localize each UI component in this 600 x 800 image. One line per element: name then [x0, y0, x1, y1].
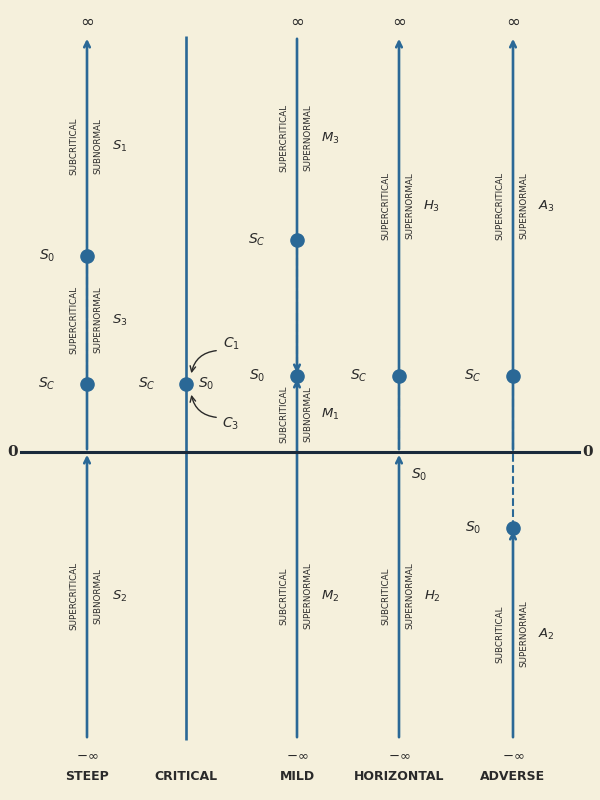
Text: $S_2$: $S_2$: [112, 589, 128, 603]
Text: SUBNORMAL: SUBNORMAL: [93, 568, 102, 624]
Text: $A_2$: $A_2$: [538, 626, 554, 642]
Text: SUBCRITICAL: SUBCRITICAL: [280, 386, 289, 442]
Text: SUPERCRITICAL: SUPERCRITICAL: [496, 172, 504, 240]
Text: $C_3$: $C_3$: [223, 416, 239, 432]
Text: SUPERNORMAL: SUPERNORMAL: [93, 286, 102, 354]
Point: [181, 378, 191, 390]
Text: $S_3$: $S_3$: [112, 313, 128, 327]
Point: [292, 234, 302, 246]
Text: SUBCRITICAL: SUBCRITICAL: [280, 567, 289, 625]
Text: HORIZONTAL: HORIZONTAL: [354, 770, 444, 782]
Text: SUPERCRITICAL: SUPERCRITICAL: [70, 286, 78, 354]
Text: CRITICAL: CRITICAL: [154, 770, 218, 782]
Text: SUBCRITICAL: SUBCRITICAL: [382, 567, 391, 625]
Text: SUPERCRITICAL: SUPERCRITICAL: [382, 172, 391, 240]
Text: SUPERNORMAL: SUPERNORMAL: [304, 105, 313, 171]
Text: $H_2$: $H_2$: [424, 589, 440, 603]
Text: SUPERNORMAL: SUPERNORMAL: [519, 173, 528, 239]
Text: SUPERCRITICAL: SUPERCRITICAL: [70, 562, 78, 630]
Point: [82, 250, 92, 262]
Text: ADVERSE: ADVERSE: [481, 770, 545, 782]
Text: $S_C$: $S_C$: [248, 232, 266, 248]
Text: $A_3$: $A_3$: [538, 198, 554, 214]
Point: [394, 370, 404, 382]
Text: $S_C$: $S_C$: [139, 376, 156, 392]
Text: $-\infty$: $-\infty$: [76, 750, 98, 762]
Text: SUBNORMAL: SUBNORMAL: [304, 386, 313, 442]
Text: $S_0$: $S_0$: [40, 248, 56, 264]
Text: $S_C$: $S_C$: [38, 376, 56, 392]
Text: $-\infty$: $-\infty$: [286, 750, 308, 762]
Text: $S_C$: $S_C$: [350, 368, 368, 384]
Text: $S_0$: $S_0$: [411, 466, 427, 482]
Text: SUBCRITICAL: SUBCRITICAL: [70, 118, 78, 174]
Text: 0: 0: [7, 445, 18, 459]
Text: 0: 0: [582, 445, 593, 459]
Text: MILD: MILD: [280, 770, 314, 782]
Text: $\infty$: $\infty$: [506, 14, 520, 30]
Point: [292, 370, 302, 382]
Text: $M_3$: $M_3$: [321, 130, 339, 146]
Text: $\infty$: $\infty$: [290, 14, 304, 30]
Text: STEEP: STEEP: [65, 770, 109, 782]
Text: $S_1$: $S_1$: [112, 138, 128, 154]
Point: [82, 378, 92, 390]
Text: $-\infty$: $-\infty$: [502, 750, 524, 762]
Text: SUPERCRITICAL: SUPERCRITICAL: [280, 104, 289, 172]
Text: SUPERNORMAL: SUPERNORMAL: [519, 601, 528, 667]
Text: $M_2$: $M_2$: [321, 589, 339, 603]
Text: $C_1$: $C_1$: [223, 336, 239, 352]
Text: $S_0$: $S_0$: [250, 368, 266, 384]
Text: $S_C$: $S_C$: [464, 368, 482, 384]
Text: $S_0$: $S_0$: [466, 520, 482, 536]
Text: SUBNORMAL: SUBNORMAL: [93, 118, 102, 174]
Text: $\infty$: $\infty$: [80, 14, 94, 30]
Text: SUBCRITICAL: SUBCRITICAL: [496, 606, 504, 662]
Text: $H_3$: $H_3$: [424, 198, 440, 214]
Text: SUPERNORMAL: SUPERNORMAL: [406, 562, 415, 630]
Text: $S_0$: $S_0$: [198, 376, 214, 392]
Point: [508, 370, 518, 382]
Point: [508, 522, 518, 534]
Text: SUPERNORMAL: SUPERNORMAL: [406, 173, 415, 239]
Text: $\infty$: $\infty$: [392, 14, 406, 30]
Text: $-\infty$: $-\infty$: [388, 750, 410, 762]
Text: $M_1$: $M_1$: [321, 406, 339, 422]
Text: SUPERNORMAL: SUPERNORMAL: [304, 562, 313, 630]
